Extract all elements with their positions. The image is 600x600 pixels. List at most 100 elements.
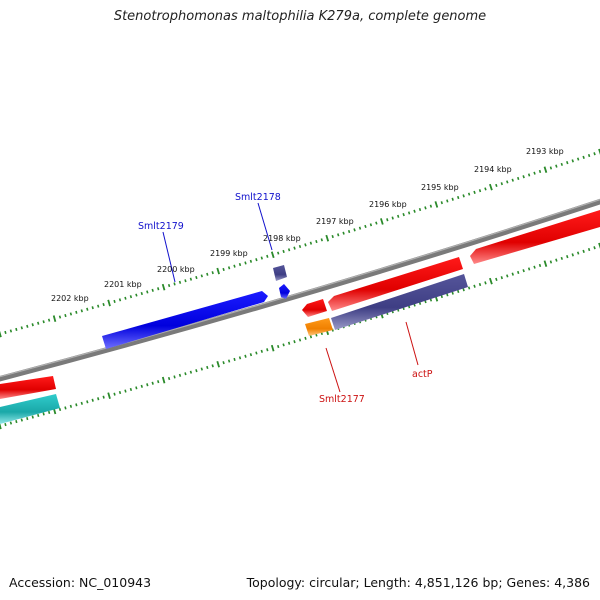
upper-scale-line: [0, 148, 600, 338]
scale-minor-tick: [97, 397, 100, 401]
scale-minor-tick: [593, 246, 596, 250]
scale-minor-tick: [495, 277, 498, 281]
scale-minor-tick: [80, 401, 83, 405]
scale-minor-tick: [440, 201, 443, 205]
scale-minor-tick: [566, 255, 569, 259]
scale-major-tick: [434, 201, 439, 208]
scale-minor-tick: [118, 298, 122, 302]
scale-minor-tick: [206, 272, 209, 276]
scale-minor-tick: [200, 367, 203, 371]
scale-minor-tick: [260, 256, 263, 260]
scale-minor-tick: [473, 284, 476, 288]
scale-minor-tick: [587, 153, 591, 158]
scale-label-2196: 2196 kbp: [369, 200, 407, 209]
scale-minor-tick: [26, 416, 29, 421]
scale-minor-tick: [549, 260, 553, 264]
scale-minor-tick: [4, 330, 7, 335]
scale-minor-tick: [200, 274, 203, 278]
scale-minor-tick: [555, 258, 558, 262]
scale-label-2193: 2193 kbp: [526, 147, 564, 156]
scale-minor-tick: [15, 327, 18, 332]
scale-minor-tick: [538, 263, 542, 268]
scale-minor-tick: [211, 271, 214, 275]
gene-slate-small[interactable]: [273, 265, 287, 281]
scale-minor-tick: [315, 239, 318, 244]
scale-minor-tick: [560, 256, 563, 260]
scale-minor-tick: [222, 361, 225, 365]
scale-major-tick: [107, 299, 111, 307]
scale-minor-tick: [287, 341, 291, 345]
scale-minor-tick: [451, 291, 454, 295]
scale-major-tick: [380, 218, 384, 225]
scale-label-2201: 2201 kbp: [104, 280, 142, 289]
label-smlt2177: Smlt2177: [319, 394, 365, 405]
scale-minor-tick: [293, 340, 296, 344]
scale-minor-tick: [129, 295, 133, 299]
scale-minor-tick: [184, 372, 187, 376]
scale-minor-tick: [386, 218, 389, 222]
scale-minor-tick: [4, 422, 7, 427]
genome-backbone: [0, 198, 600, 382]
scale-minor-tick: [173, 282, 176, 286]
scale-minor-tick: [593, 152, 596, 156]
scale-major-tick: [598, 148, 600, 155]
scale-minor-tick: [266, 348, 269, 352]
scale-minor-tick: [320, 238, 323, 242]
scale-minor-tick: [167, 283, 171, 288]
gene-red-left[interactable]: [0, 376, 56, 399]
scale-major-tick: [0, 422, 2, 430]
gene-actP[interactable]: [331, 274, 468, 330]
gene-smlt2177[interactable]: [305, 318, 333, 336]
scale-minor-tick: [167, 376, 171, 381]
scale-minor-tick: [571, 253, 574, 257]
scale-minor-tick: [484, 187, 487, 191]
scale-minor-tick: [364, 224, 367, 229]
scale-minor-tick: [113, 299, 116, 304]
scale-minor-tick: [467, 286, 471, 290]
gene-red-small[interactable]: [302, 299, 327, 317]
gene-smlt2178[interactable]: [279, 284, 290, 299]
genome-backbone-highlight: [0, 199, 600, 378]
genome-summary-text: Topology: circular; Length: 4,851,126 bp…: [246, 575, 590, 590]
scale-minor-tick: [124, 296, 127, 300]
scale-major-tick: [107, 392, 111, 399]
scale-minor-tick: [571, 159, 574, 163]
scale-minor-tick: [293, 246, 296, 250]
scale-minor-tick: [189, 370, 193, 374]
scale-minor-tick: [337, 233, 340, 237]
scale-minor-tick: [69, 312, 73, 316]
scale-minor-tick: [195, 369, 198, 373]
gene-red-right[interactable]: [470, 210, 600, 264]
scale-minor-tick: [195, 275, 198, 280]
accession-text: Accession: NC_010943: [9, 575, 152, 590]
gene-smlt2179[interactable]: [102, 291, 268, 349]
gene-red-long[interactable]: [328, 257, 463, 311]
scale-label-2197: 2197 kbp: [316, 217, 354, 226]
scale-minor-tick: [277, 251, 280, 255]
scale-label-2200: 2200 kbp: [157, 265, 195, 274]
scale-minor-tick: [576, 251, 580, 255]
scale-minor-tick: [260, 349, 263, 353]
scale-major-tick: [0, 330, 2, 338]
scale-minor-tick: [238, 262, 242, 267]
scale-minor-tick: [402, 213, 405, 217]
scale-minor-tick: [467, 192, 471, 196]
scale-major-tick: [216, 267, 220, 275]
label-smlt2179: Smlt2179: [138, 221, 184, 232]
scale-major-tick: [52, 315, 57, 322]
leader-smlt2177: [325, 347, 341, 393]
scale-label-2199: 2199 kbp: [210, 249, 248, 258]
scale-minor-tick: [484, 281, 487, 285]
scale-minor-tick: [511, 178, 514, 182]
scale-minor-tick: [462, 288, 465, 292]
scale-minor-tick: [440, 294, 443, 299]
gene-cyan-left[interactable]: [0, 394, 60, 424]
leader-smlt2179: [162, 231, 176, 283]
scale-minor-tick: [533, 265, 536, 269]
scale-minor-tick: [151, 381, 154, 385]
scale-minor-tick: [353, 228, 356, 232]
scale-minor-tick: [527, 173, 531, 177]
scale-minor-tick: [462, 194, 465, 198]
scale-minor-tick: [451, 197, 454, 201]
scale-minor-tick: [75, 403, 78, 407]
